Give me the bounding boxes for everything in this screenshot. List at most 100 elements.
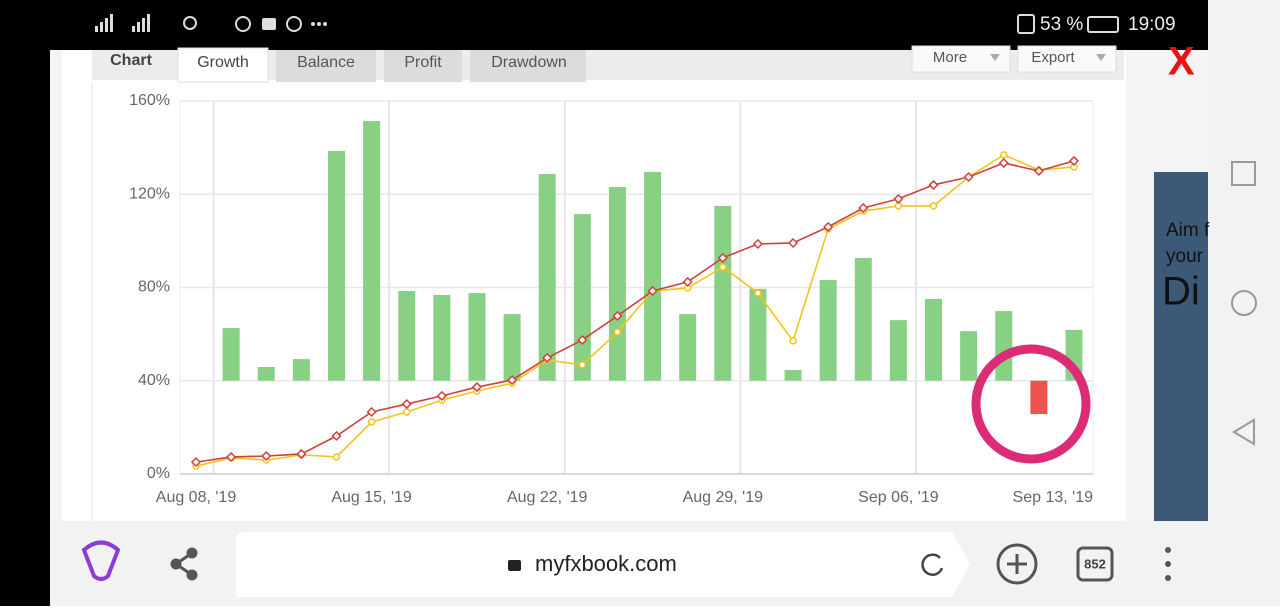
bar xyxy=(257,366,275,381)
button-label[interactable]: Export xyxy=(1031,49,1075,66)
marker xyxy=(858,202,869,214)
share-button[interactable] xyxy=(170,547,198,581)
tab[interactable] xyxy=(177,47,269,83)
tab-count[interactable]: 852 xyxy=(1084,556,1106,571)
x-tick-label: Aug 29, '19 xyxy=(683,489,764,506)
bar xyxy=(398,290,416,381)
bar xyxy=(925,298,943,381)
menu-button[interactable] xyxy=(1165,547,1171,581)
bar xyxy=(644,171,662,381)
marker xyxy=(190,457,202,468)
ad-text: your xyxy=(1166,246,1204,267)
bar xyxy=(327,150,345,381)
assistant-button[interactable] xyxy=(81,540,121,581)
new-tab-button[interactable] xyxy=(996,543,1038,585)
marker xyxy=(823,221,834,232)
bar xyxy=(363,121,381,381)
bar xyxy=(222,328,240,381)
marker xyxy=(471,381,483,393)
tab-label[interactable]: Balance xyxy=(297,54,355,71)
marker xyxy=(612,310,623,322)
tab[interactable] xyxy=(384,50,462,82)
tab[interactable] xyxy=(276,50,376,82)
plus-icon xyxy=(1007,554,1027,574)
chart-label: Chart xyxy=(110,52,152,69)
marker xyxy=(401,399,412,410)
bar xyxy=(960,331,978,381)
marker xyxy=(507,374,518,386)
x-tick-label: Aug 08, '19 xyxy=(156,489,237,506)
bar xyxy=(749,288,767,381)
lock-icon xyxy=(508,560,521,571)
ad-image xyxy=(1154,172,1208,521)
marker xyxy=(754,289,762,297)
address-bar[interactable] xyxy=(236,532,970,597)
back-button[interactable] xyxy=(1232,418,1255,446)
clock: 19:09 xyxy=(1128,14,1176,35)
tab-label[interactable]: Growth xyxy=(197,54,249,71)
marker xyxy=(613,328,622,336)
marker xyxy=(332,453,341,461)
line xyxy=(195,153,1075,467)
marker xyxy=(1068,155,1080,166)
marker xyxy=(542,352,553,363)
marker xyxy=(1000,151,1008,159)
status-icons xyxy=(95,14,1119,34)
marker xyxy=(719,263,727,271)
ad-text: Aim f xyxy=(1166,220,1210,241)
home-button[interactable] xyxy=(1231,290,1257,316)
marker xyxy=(436,390,447,401)
line xyxy=(195,160,1075,463)
marker xyxy=(789,337,797,345)
marker xyxy=(226,451,237,463)
tab[interactable] xyxy=(470,50,586,82)
bar xyxy=(573,214,591,381)
reload-button[interactable] xyxy=(921,553,944,576)
tab-label[interactable]: Drawdown xyxy=(491,54,567,71)
tab-label[interactable]: Profit xyxy=(404,54,442,71)
highlight-circle xyxy=(971,344,1091,464)
marker xyxy=(717,252,728,263)
y-tick-label: 40% xyxy=(138,372,170,389)
marker xyxy=(578,361,587,369)
bar xyxy=(433,294,451,381)
marker xyxy=(402,408,411,416)
ad-logo: X xyxy=(1168,40,1195,84)
marker xyxy=(963,171,974,183)
x-tick-label: Sep 13, '19 xyxy=(1013,489,1094,506)
marker xyxy=(331,430,342,442)
dropdown-arrow xyxy=(990,54,1000,61)
bar xyxy=(1030,380,1048,415)
bar xyxy=(679,314,697,381)
marker xyxy=(647,285,658,297)
marker xyxy=(366,406,377,418)
marker xyxy=(998,157,1009,169)
marker xyxy=(261,450,272,462)
marker xyxy=(577,334,588,346)
bar xyxy=(503,314,521,381)
bar xyxy=(889,320,907,381)
dropdown-arrow xyxy=(1096,54,1106,61)
tabs-button[interactable] xyxy=(1076,546,1114,582)
x-tick-label: Aug 15, '19 xyxy=(331,489,412,506)
bar xyxy=(714,205,732,381)
bar xyxy=(819,280,837,381)
marker xyxy=(893,193,904,204)
marker xyxy=(1033,165,1044,176)
marker xyxy=(752,238,763,249)
bar xyxy=(468,293,486,381)
y-tick-label: 120% xyxy=(129,185,170,202)
nav-bar xyxy=(1208,0,1280,606)
bar xyxy=(608,187,626,381)
x-tick-label: Sep 06, '19 xyxy=(858,489,939,506)
ad-text: Di xyxy=(1162,270,1200,314)
recents-button[interactable] xyxy=(1231,161,1256,186)
button-label[interactable]: More xyxy=(933,49,967,66)
marker xyxy=(367,418,376,426)
url[interactable]: myfxbook.com xyxy=(535,551,677,576)
marker xyxy=(928,179,939,190)
chart: Aug 08, '19 Aug 15, '19 Aug 22, '19 Aug 29,… xyxy=(129,92,1094,506)
x-tick-label: Aug 22, '19 xyxy=(507,489,588,506)
marker xyxy=(787,237,799,249)
